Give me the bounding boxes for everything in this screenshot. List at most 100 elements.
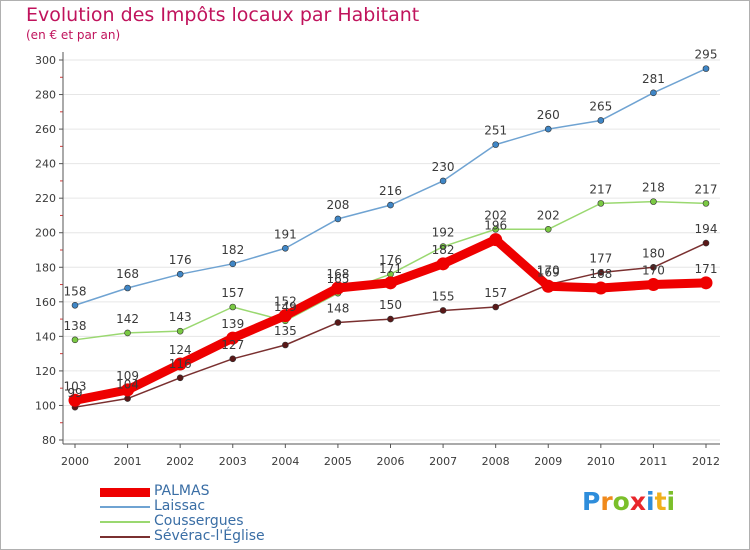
series-point-0 xyxy=(594,281,608,295)
series-point-3 xyxy=(387,315,394,323)
y-tick-label: 80 xyxy=(42,434,56,447)
series-point-3 xyxy=(124,395,131,402)
series-point-2 xyxy=(650,198,657,205)
legend-item: Coussergues xyxy=(100,514,360,529)
data-label: 216 xyxy=(379,184,402,198)
y-tick-label: 140 xyxy=(35,330,56,343)
series-point-1 xyxy=(387,201,394,209)
data-label: 202 xyxy=(537,208,560,222)
series-point-2 xyxy=(702,200,710,207)
series-point-3 xyxy=(334,319,342,326)
data-label: 176 xyxy=(379,253,402,267)
data-label: 192 xyxy=(432,226,455,240)
chart-title: Evolution des Impôts locaux par Habitant xyxy=(26,4,420,26)
series-point-3 xyxy=(650,263,657,271)
series-point-2 xyxy=(71,336,79,344)
data-label: 182 xyxy=(432,243,455,257)
data-label: 124 xyxy=(169,343,192,357)
data-label: 265 xyxy=(589,99,612,113)
data-label: 127 xyxy=(221,338,244,352)
data-label: 171 xyxy=(695,262,718,276)
series-point-2 xyxy=(597,200,605,207)
series-point-3 xyxy=(702,239,710,247)
data-label: 182 xyxy=(221,243,244,257)
series-point-1 xyxy=(702,65,710,72)
data-label: 168 xyxy=(116,267,139,281)
data-label: 281 xyxy=(642,72,665,86)
series-point-0 xyxy=(121,383,135,397)
y-tick-label: 200 xyxy=(35,227,56,240)
data-label: 194 xyxy=(695,222,718,236)
y-tick-label: 240 xyxy=(35,158,56,171)
legend-item: Laissac xyxy=(100,499,360,514)
legend-label: Coussergues xyxy=(154,513,244,529)
legend-label: Sévérac-l'Église xyxy=(154,528,265,544)
data-label: 180 xyxy=(642,246,665,260)
x-tick-label: 2009 xyxy=(534,455,562,468)
data-label: 218 xyxy=(642,181,665,195)
series-point-1 xyxy=(650,89,657,97)
x-tick-label: 2010 xyxy=(587,455,615,468)
data-label: 104 xyxy=(116,378,139,392)
data-label: 169 xyxy=(537,265,560,279)
series-point-0 xyxy=(331,281,345,295)
series-point-2 xyxy=(492,225,499,233)
data-label: 135 xyxy=(274,324,297,338)
series-point-3 xyxy=(229,355,237,363)
data-label: 170 xyxy=(537,264,560,278)
y-tick-label: 120 xyxy=(35,365,56,378)
data-label: 157 xyxy=(484,286,507,300)
series-point-2 xyxy=(124,329,131,337)
data-label: 152 xyxy=(274,295,297,309)
legend-swatch xyxy=(100,487,150,497)
legend-swatch xyxy=(100,506,150,508)
series-point-1 xyxy=(334,215,342,223)
series-point-1 xyxy=(492,141,499,148)
series-point-0 xyxy=(436,257,450,271)
data-label: 139 xyxy=(221,317,244,331)
y-tick-label: 280 xyxy=(35,89,56,102)
x-tick-label: 2004 xyxy=(271,455,299,468)
series-point-0 xyxy=(699,276,713,290)
legend-swatch xyxy=(100,536,150,538)
data-label: 143 xyxy=(169,310,192,324)
x-tick-label: 2005 xyxy=(324,455,352,468)
series-point-2 xyxy=(439,243,447,250)
series-point-1 xyxy=(282,244,289,252)
series-point-1 xyxy=(176,270,184,278)
data-label: 103 xyxy=(64,379,87,393)
series-point-1 xyxy=(439,177,447,185)
legend-label: Laissac xyxy=(154,498,206,514)
series-point-3 xyxy=(439,307,447,314)
data-label: 295 xyxy=(695,48,718,62)
data-label: 150 xyxy=(379,298,402,312)
series-point-0 xyxy=(541,279,555,293)
data-label: 202 xyxy=(484,208,507,222)
x-tick-label: 2003 xyxy=(219,455,247,468)
x-tick-label: 2000 xyxy=(61,455,89,468)
legend-item: Sévérac-l'Église xyxy=(100,529,360,544)
series-point-0 xyxy=(68,393,82,407)
series-point-2 xyxy=(176,327,184,335)
data-label: 109 xyxy=(116,369,139,383)
data-label: 170 xyxy=(642,264,665,278)
y-tick-label: 260 xyxy=(35,123,56,136)
data-label: 149 xyxy=(274,300,297,314)
series-point-3 xyxy=(176,374,184,382)
series-point-1 xyxy=(124,284,131,292)
series-point-1 xyxy=(71,301,79,309)
series-point-2 xyxy=(544,225,552,233)
data-label: 251 xyxy=(484,124,507,138)
data-label: 176 xyxy=(169,253,192,267)
data-label: 155 xyxy=(432,289,455,303)
x-tick-label: 2011 xyxy=(639,455,667,468)
data-label: 99 xyxy=(67,386,82,400)
data-label: 171 xyxy=(379,262,402,276)
data-label: 168 xyxy=(326,267,349,281)
data-label: 177 xyxy=(589,251,612,265)
legend-label: PALMAS xyxy=(154,483,210,499)
series-point-0 xyxy=(489,233,503,247)
series-point-1 xyxy=(597,117,605,124)
proxiti-logo: Proxiti xyxy=(582,487,676,516)
